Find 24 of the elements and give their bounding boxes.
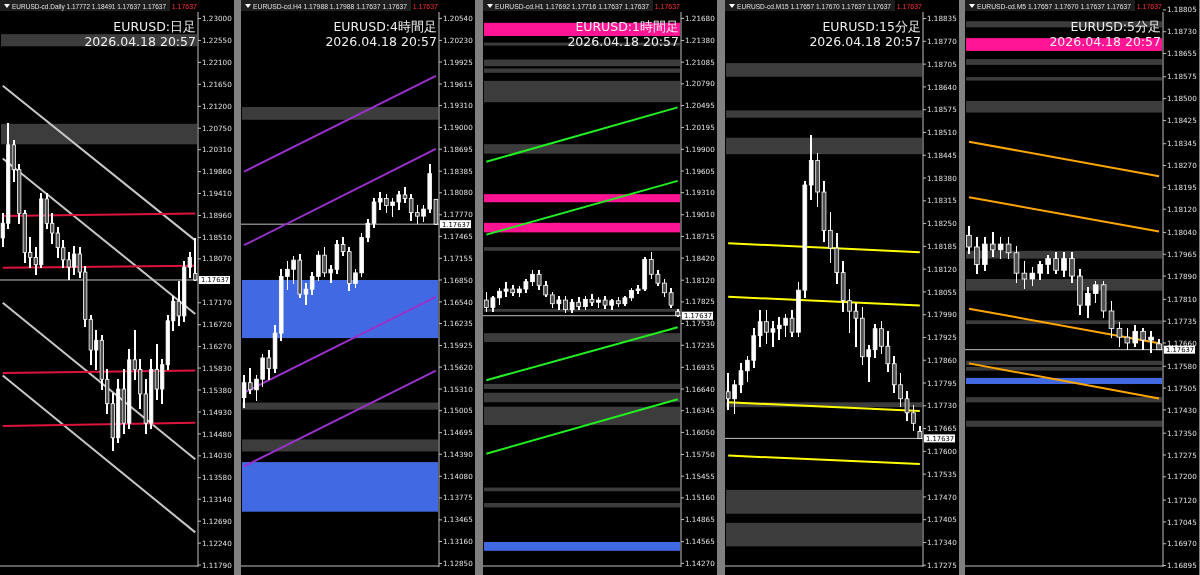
candlestick xyxy=(1124,327,1131,350)
text: 2026.04.18 20:57 xyxy=(325,34,437,49)
candlestick xyxy=(974,237,980,274)
candlestick xyxy=(989,231,996,257)
candlestick xyxy=(1053,252,1059,274)
text: EURUSD:15分足 xyxy=(822,19,921,34)
candlestick xyxy=(982,237,988,272)
candlestick xyxy=(1092,281,1099,304)
candlestick xyxy=(997,237,1004,260)
candlestick xyxy=(1069,252,1075,283)
candlestick xyxy=(1140,327,1146,350)
text: EURUSD:5分足 xyxy=(1070,19,1161,34)
text: 2026.04.18 20:57 xyxy=(84,34,196,49)
text: EURUSD:1時間足 xyxy=(575,19,679,34)
text: 2026.04.18 20:57 xyxy=(1049,34,1161,49)
candlestick xyxy=(1084,286,1091,318)
candlestick xyxy=(1061,252,1067,277)
candlestick xyxy=(1132,324,1139,347)
text: 2026.04.18 20:57 xyxy=(567,34,679,49)
text: EURUSD:4時間足 xyxy=(333,19,437,34)
candlestick xyxy=(966,225,972,254)
text: 2026.04.18 20:57 xyxy=(809,34,921,49)
text: EURUSD:日足 xyxy=(113,19,196,34)
candlestick xyxy=(1148,330,1154,353)
